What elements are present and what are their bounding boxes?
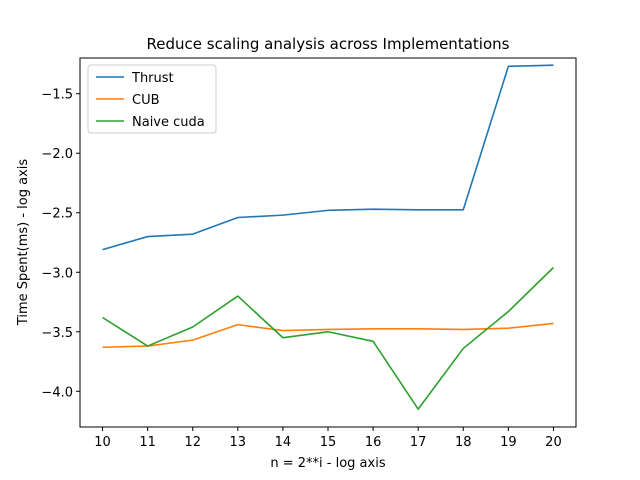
y-tick-label: −4.0 [41, 385, 73, 400]
series-lines [102, 64, 555, 410]
y-tick-label: −1.5 [41, 88, 73, 103]
x-tick-label: 19 [500, 435, 517, 450]
y-axis-ticks: −4.0 −3.5 −3.0 −2.5 −2.0 −1.5 [41, 88, 80, 400]
x-tick-label: 15 [320, 435, 337, 450]
chart-title: Reduce scaling analysis across Implement… [147, 35, 510, 53]
legend-label: Naive cuda [132, 115, 205, 130]
x-tick-label: 10 [94, 435, 111, 450]
x-tick-label: 11 [139, 435, 156, 450]
x-tick-label: 17 [410, 435, 427, 450]
y-tick-label: −3.5 [41, 326, 73, 341]
legend-label: Thrust [131, 71, 174, 86]
x-tick-label: 12 [184, 435, 201, 450]
legend-box [87, 64, 217, 134]
x-tick-label: 14 [275, 435, 292, 450]
legend: Thrust CUB Naive cuda [87, 64, 217, 134]
y-tick-label: −3.0 [41, 266, 73, 281]
x-tick-label: 20 [545, 435, 562, 450]
series-line-cub [102, 322, 554, 349]
y-axis-label: Time Spent(ms) - log axis [16, 159, 31, 327]
y-tick-label: −2.5 [41, 207, 73, 222]
legend-label: CUB [132, 93, 160, 108]
plot-frame [79, 57, 577, 428]
x-axis-ticks: 10 11 12 13 14 15 16 17 18 19 20 [94, 427, 562, 450]
y-tick-label: −2.0 [41, 147, 73, 162]
series-line-naive-cuda [102, 266, 555, 410]
x-tick-label: 13 [230, 435, 247, 450]
x-tick-label: 16 [365, 435, 382, 450]
x-axis-label: n = 2**i - log axis [270, 456, 385, 471]
x-tick-label: 18 [455, 435, 472, 450]
series-line-thrust [102, 64, 554, 251]
